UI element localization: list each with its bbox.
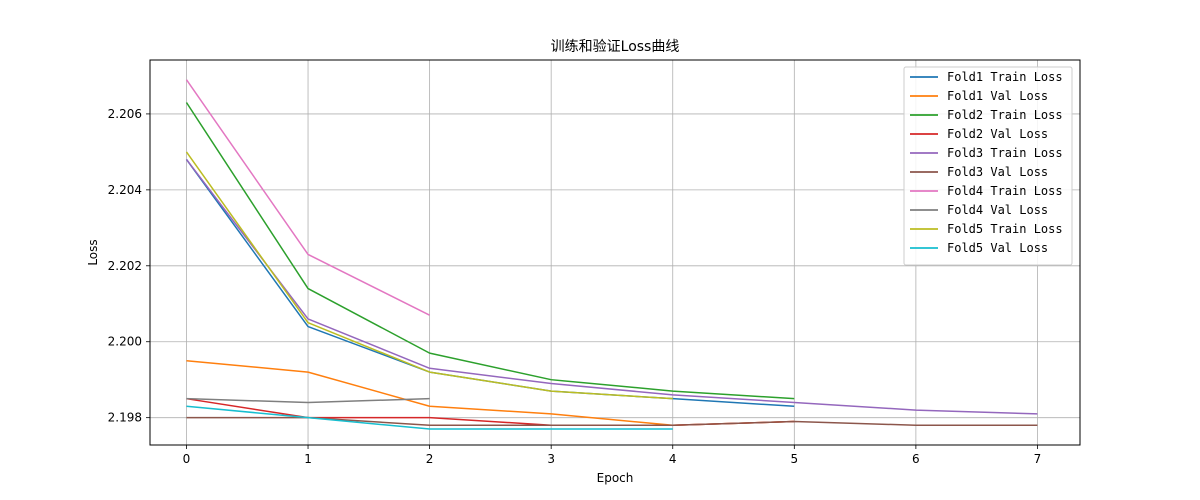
y-tick-label: 2.204	[108, 183, 142, 197]
x-tick-label: 5	[790, 452, 798, 466]
legend-entry-label: Fold2 Train Loss	[947, 108, 1063, 122]
legend-entry-label: Fold3 Train Loss	[947, 146, 1063, 160]
y-axis: 2.198 2.200 2.202 2.204 2.206	[108, 107, 150, 425]
series-line-fold5-train-loss	[185, 151, 673, 400]
x-tick-label: 6	[912, 452, 920, 466]
plot-frame	[149, 59, 1081, 446]
legend: Fold1 Train Loss Fold1 Val Loss Fold2 Trai…	[903, 66, 1073, 266]
y-axis-label: Loss	[86, 239, 100, 265]
legend-entry-label: Fold4 Train Loss	[947, 184, 1063, 198]
x-tick-label: 1	[304, 452, 312, 466]
series-line-fold5-val-loss	[186, 405, 673, 430]
x-axis: 0 1 2 3 4 5 6 7	[183, 445, 1042, 466]
legend-entry-label: Fold2 Val Loss	[947, 127, 1048, 141]
series-line-fold4-val-loss	[186, 397, 430, 404]
legend-box	[903, 66, 1073, 266]
y-tick-label: 2.206	[108, 107, 142, 121]
x-tick-label: 2	[426, 452, 434, 466]
chart-title: 训练和验证Loss曲线	[551, 39, 680, 55]
series-lines	[185, 79, 1038, 430]
series-line-fold2-val-loss	[186, 397, 795, 427]
y-tick-label: 2.200	[108, 335, 142, 349]
legend-entry-label: Fold5 Val Loss	[947, 241, 1048, 255]
x-tick-label: 3	[547, 452, 555, 466]
legend-entry-label: Fold5 Train Loss	[947, 222, 1063, 236]
series-line-fold2-train-loss	[185, 102, 795, 400]
x-tick-label: 7	[1034, 452, 1042, 466]
legend-entry-label: Fold4 Val Loss	[947, 203, 1048, 217]
legend-entry-label: Fold3 Val Loss	[947, 165, 1048, 179]
x-tick-label: 4	[669, 452, 677, 466]
legend-entry-label: Fold1 Train Loss	[947, 70, 1063, 84]
series-line-fold4-train-loss	[185, 79, 430, 316]
y-tick-label: 2.198	[108, 411, 142, 425]
y-tick-label: 2.202	[108, 259, 142, 273]
x-axis-label: Epoch	[597, 471, 634, 485]
legend-entry-label: Fold1 Val Loss	[947, 89, 1048, 103]
x-tick-label: 0	[183, 452, 191, 466]
series-line-fold3-train-loss	[185, 159, 1038, 415]
